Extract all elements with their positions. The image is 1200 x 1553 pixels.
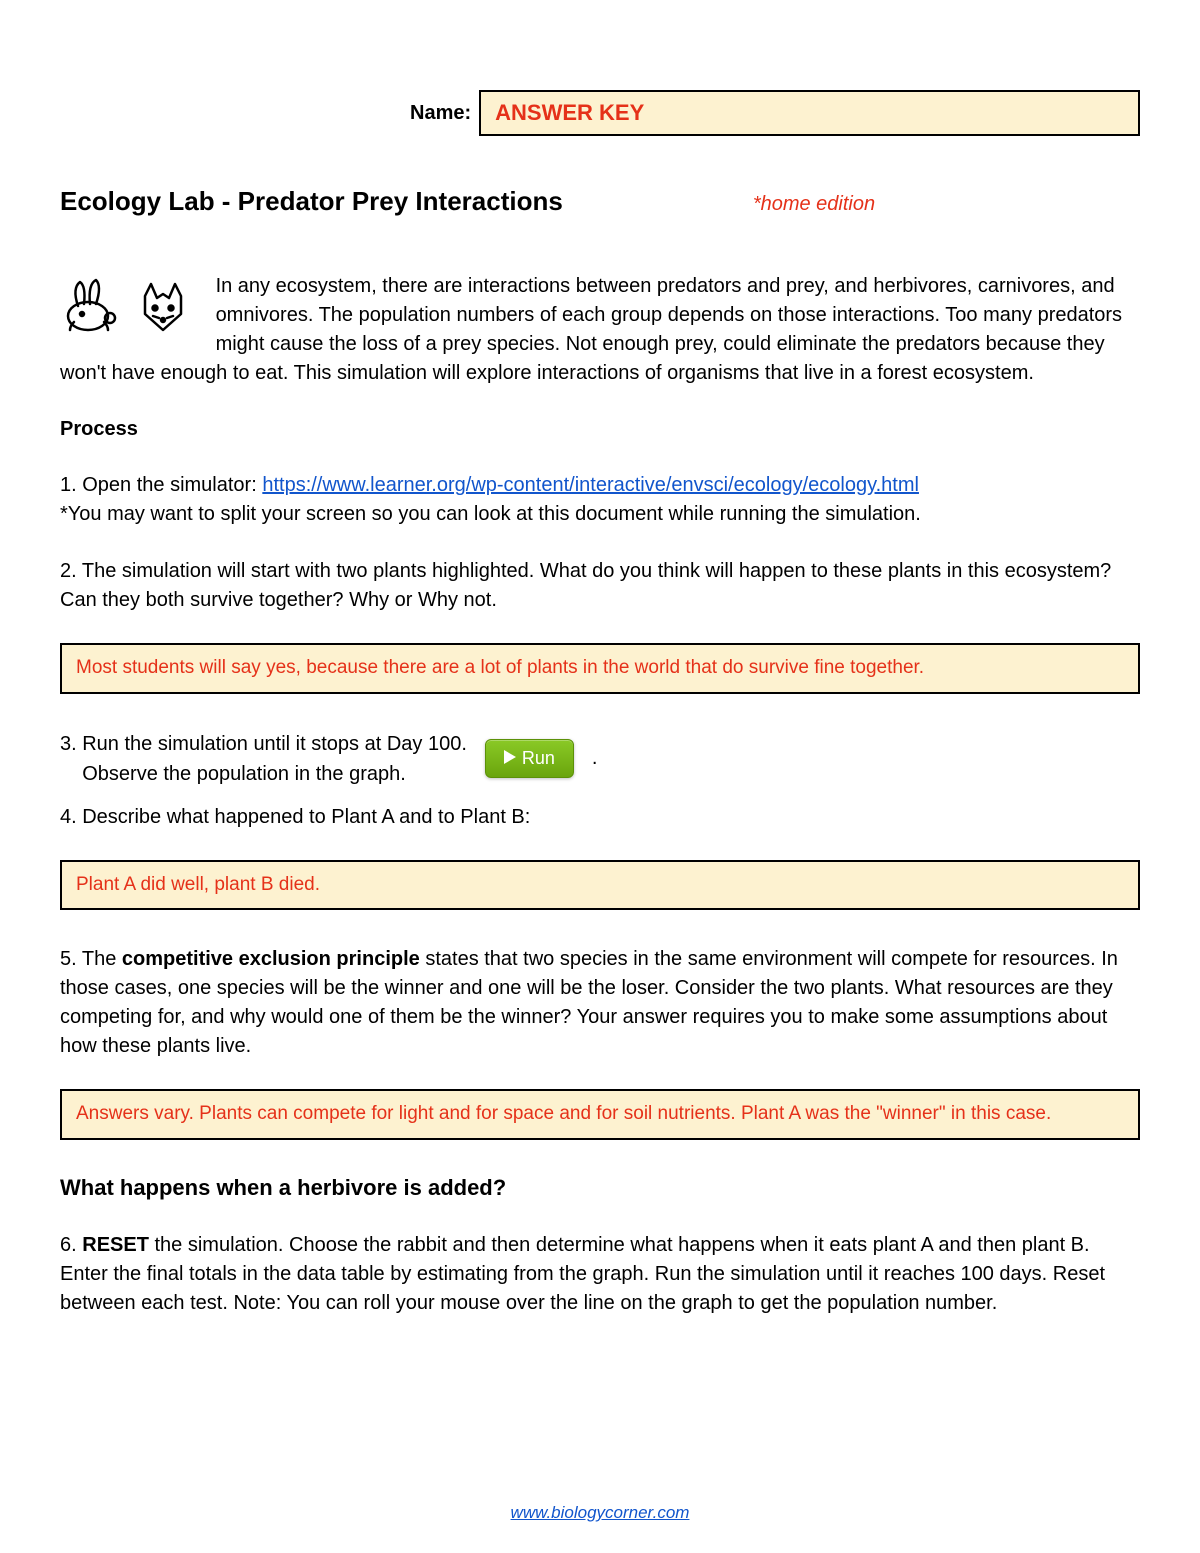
step-6-rest: the simulation. Choose the rabbit and th… [60,1234,1105,1314]
step-1-note: *You may want to split your screen so yo… [60,503,921,525]
page-title: Ecology Lab - Predator Prey Interactions [60,186,563,217]
intro-paragraph: In any ecosystem, there are interactions… [60,272,1140,388]
step-4: 4. Describe what happened to Plant A and… [60,803,1140,832]
step-2: 2. The simulation will start with two pl… [60,557,1140,615]
step-1: 1. Open the simulator: https://www.learn… [60,471,1140,529]
step-3-line2: Observe the population in the graph. [82,763,406,785]
answer-box-4: Plant A did well, plant B died. [60,860,1140,911]
step-6-prefix: 6. [60,1234,82,1256]
process-heading: Process [60,418,1140,441]
step-3-line1: 3. Run the simulation until it stops at … [60,733,467,755]
step-5-prefix: 5. The [60,948,122,970]
step-3-row: 3. Run the simulation until it stops at … [60,729,1140,789]
step-5-bold: competitive exclusion principle [122,948,420,970]
answer-box-5: Answers vary. Plants can compete for lig… [60,1089,1140,1140]
name-field-row: Name: ANSWER KEY [60,90,1140,136]
name-label: Name: [410,102,471,125]
herbivore-heading: What happens when a herbivore is added? [60,1175,1140,1201]
title-row: Ecology Lab - Predator Prey Interactions… [60,186,1140,217]
answer-5-text: Answers vary. Plants can compete for lig… [76,1103,1051,1124]
answer-2-text: Most students will say yes, because ther… [76,657,924,678]
intro-text: In any ecosystem, there are interactions… [60,275,1122,384]
step-1-prefix: 1. Open the simulator: [60,474,262,496]
answer-box-2: Most students will say yes, because ther… [60,643,1140,694]
footer-link[interactable]: www.biologycorner.com [511,1503,690,1522]
play-icon [504,748,516,769]
step-3-period: . [592,747,598,770]
step-6: 6. RESET the simulation. Choose the rabb… [60,1231,1140,1318]
answer-key-box: ANSWER KEY [479,90,1140,136]
step-5: 5. The competitive exclusion principle s… [60,945,1140,1061]
footer: www.biologycorner.com [0,1503,1200,1523]
fox-icon [131,276,196,336]
answer-4-text: Plant A did well, plant B died. [76,874,320,895]
answer-key-text: ANSWER KEY [495,100,644,125]
animal-icons [60,276,196,336]
rabbit-icon [60,276,125,336]
run-button-label: Run [522,748,555,769]
step-3-text: 3. Run the simulation until it stops at … [60,729,467,789]
run-button[interactable]: Run [485,739,574,778]
home-edition-note: *home edition [753,193,875,216]
simulator-link[interactable]: https://www.learner.org/wp-content/inter… [262,474,919,496]
step-6-bold: RESET [82,1234,149,1256]
